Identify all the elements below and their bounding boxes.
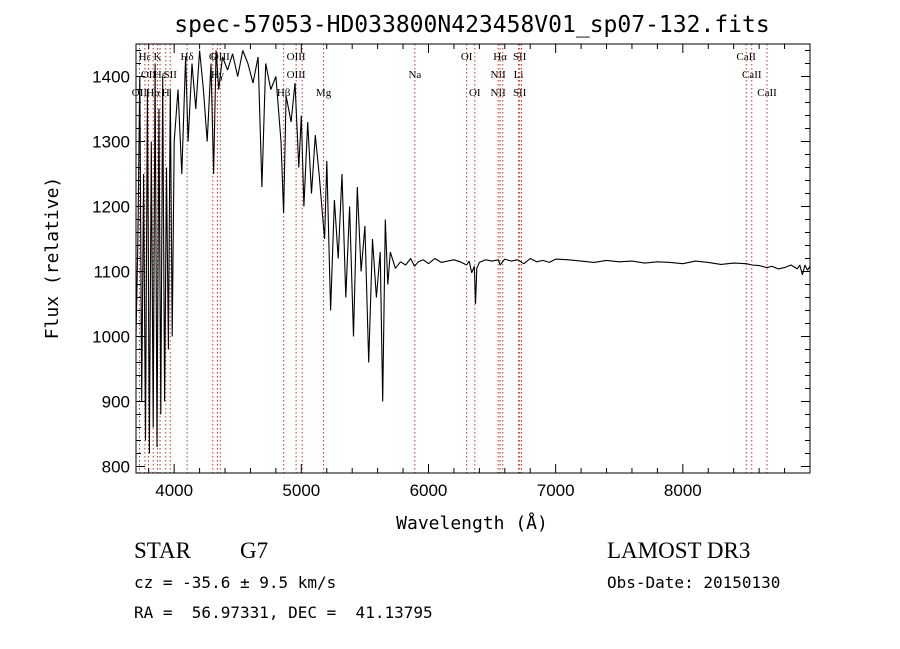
- spectral-line-label: OIII: [211, 51, 230, 63]
- spectral-line-label: OIII: [287, 69, 306, 81]
- y-tick-label: 800: [102, 458, 130, 477]
- y-tick-label: 1400: [92, 68, 130, 87]
- spectral-line-label: OI: [469, 87, 481, 99]
- x-axis-label: Wavelength (Å): [396, 512, 548, 534]
- spectral-line-label: CaII: [736, 51, 756, 63]
- spectral-line-label: Hδ: [181, 51, 194, 63]
- spectral-line-label: NII: [491, 69, 507, 81]
- x-tick-label: 6000: [410, 481, 448, 500]
- chart-title: spec-57053-HD033800N423458V01_sp07-132.f…: [174, 12, 769, 38]
- spectral-line-label: NII: [491, 87, 507, 99]
- spectral-line-label: Hβ: [277, 87, 291, 99]
- y-tick-label: 1300: [92, 133, 130, 152]
- spectral-line-label: OI: [461, 51, 473, 63]
- y-tick-label: 1200: [92, 198, 130, 217]
- y-tick-label: 900: [102, 393, 130, 412]
- x-tick-label: 5000: [282, 481, 320, 500]
- spectral-line-label: H: [162, 87, 170, 99]
- survey-name: LAMOST DR3: [607, 538, 751, 563]
- spectral-line-label: CaII: [757, 87, 777, 99]
- spectral-line-label: Hε: [154, 69, 167, 81]
- spectral-line-label: Hε: [139, 51, 152, 63]
- spectral-line-label: SII: [513, 87, 527, 99]
- axes-layer: 4000 5000 6000 7000 8000 800 900 1000 1100 1200 13…: [92, 43, 811, 500]
- series-layer: [135, 50, 811, 454]
- spectral-line-label: OII: [141, 69, 157, 81]
- spectrum-series-line: [135, 50, 811, 454]
- spectral-line-label: SII: [163, 69, 177, 81]
- spectral-line-label: CaII: [742, 69, 762, 81]
- spectral-subclass: G7: [240, 538, 269, 563]
- plot-frame: [135, 43, 811, 474]
- object-type: STAR: [134, 538, 191, 563]
- spectral-line-label: Hα: [493, 51, 507, 63]
- spectral-line-label: Na: [408, 69, 421, 81]
- spectral-line-label: Mg: [316, 87, 332, 99]
- spectral-line-label: OIII: [287, 51, 306, 63]
- coordinates: RA = 56.97331, DEC = 41.13795: [134, 603, 433, 622]
- x-tick-label: 8000: [664, 481, 702, 500]
- spectral-line-label: K: [154, 51, 162, 63]
- x-tick-label: 7000: [537, 481, 575, 500]
- y-axis-label: Flux (relative): [42, 177, 63, 340]
- spectral-line-label: Hα: [146, 87, 160, 99]
- obs-date: Obs-Date: 20150130: [607, 573, 781, 592]
- x-tick-label: 4000: [155, 481, 193, 500]
- redshift-text: cz = -35.6 ± 9.5 km/s: [134, 573, 337, 592]
- spectral-line-label: SII: [513, 51, 527, 63]
- y-tick-label: 1100: [93, 263, 130, 282]
- y-tick-label: 1000: [92, 328, 130, 347]
- spectral-line-label: G: [209, 51, 217, 63]
- spectral-line-label: Li: [514, 69, 524, 81]
